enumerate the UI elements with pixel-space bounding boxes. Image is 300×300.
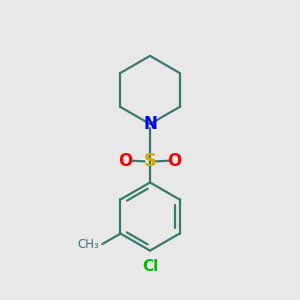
Text: S: S [143,152,157,170]
Text: N: N [143,115,157,133]
Text: CH₃: CH₃ [78,238,100,250]
Text: Cl: Cl [142,259,158,274]
Text: O: O [118,152,133,170]
Text: O: O [167,152,182,170]
